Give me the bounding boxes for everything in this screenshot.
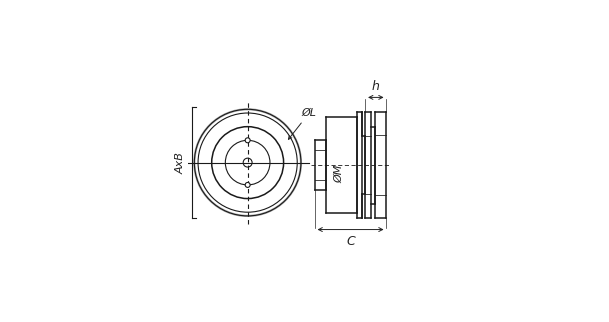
Circle shape: [245, 183, 250, 187]
Circle shape: [245, 138, 250, 143]
Text: ØM: ØM: [334, 165, 343, 183]
Text: AxB: AxB: [175, 152, 185, 174]
Text: h: h: [372, 80, 380, 93]
Text: ØL: ØL: [289, 108, 317, 139]
Text: C: C: [346, 234, 355, 248]
